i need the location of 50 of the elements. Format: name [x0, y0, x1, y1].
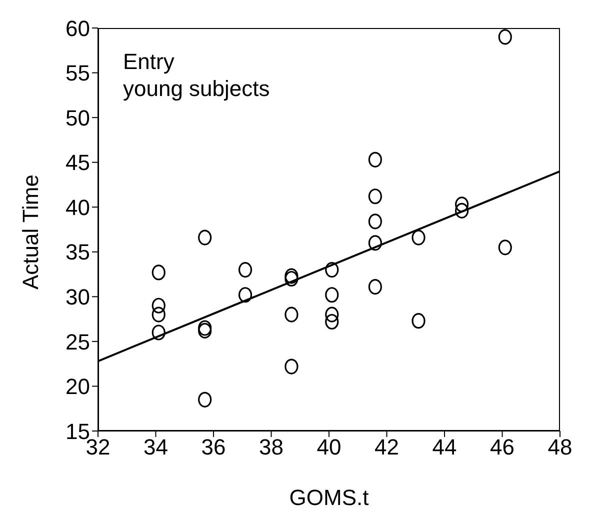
point: [284, 270, 298, 287]
point: [455, 196, 469, 212]
point: [152, 264, 166, 280]
y-tick-label: 30: [66, 284, 90, 310]
point: [198, 392, 212, 408]
point: [152, 324, 166, 340]
point: [498, 29, 512, 45]
point: [368, 188, 382, 204]
y-tick-label: 40: [66, 194, 90, 220]
x-tick-label: 40: [316, 434, 342, 460]
point: [455, 202, 469, 218]
y-tick-label: 25: [66, 329, 90, 354]
x-axis-title: GOMS.t: [289, 485, 369, 510]
y-tick-label: 45: [66, 150, 90, 176]
x-tick-label: 38: [259, 434, 284, 460]
point: [284, 358, 298, 374]
x-tick-label: 44: [432, 434, 457, 460]
point: [238, 287, 252, 303]
point: [198, 320, 212, 336]
annotation: Entry: [123, 48, 176, 75]
y-tick-label: 20: [66, 374, 90, 400]
x-tick-label: 48: [548, 434, 572, 460]
point: [325, 287, 339, 303]
point: [325, 314, 339, 330]
point: [198, 322, 212, 338]
y-tick-label: 50: [66, 105, 90, 130]
x-tick-label: 46: [490, 434, 514, 460]
y-axis-title: Actual Time: [18, 174, 43, 290]
point: [284, 306, 298, 322]
point: [325, 262, 339, 278]
point: [368, 214, 382, 230]
point: [412, 230, 426, 246]
point: [498, 240, 512, 256]
point: [325, 306, 339, 322]
point: [368, 279, 382, 295]
point: [152, 298, 166, 314]
point: [284, 268, 298, 284]
y-tick-label: 55: [66, 60, 90, 86]
y-tick-label: 60: [66, 16, 90, 41]
point: [238, 262, 252, 278]
point: [152, 306, 166, 322]
y-tick-label: 35: [66, 240, 90, 265]
point: [368, 235, 382, 251]
x-tick-label: 36: [201, 434, 226, 460]
x-tick-label: 34: [144, 434, 168, 460]
x-tick-label: 42: [374, 434, 399, 460]
annotation: young subjects: [123, 75, 270, 102]
point: [368, 152, 382, 168]
point: [198, 230, 212, 246]
point: [412, 313, 426, 329]
